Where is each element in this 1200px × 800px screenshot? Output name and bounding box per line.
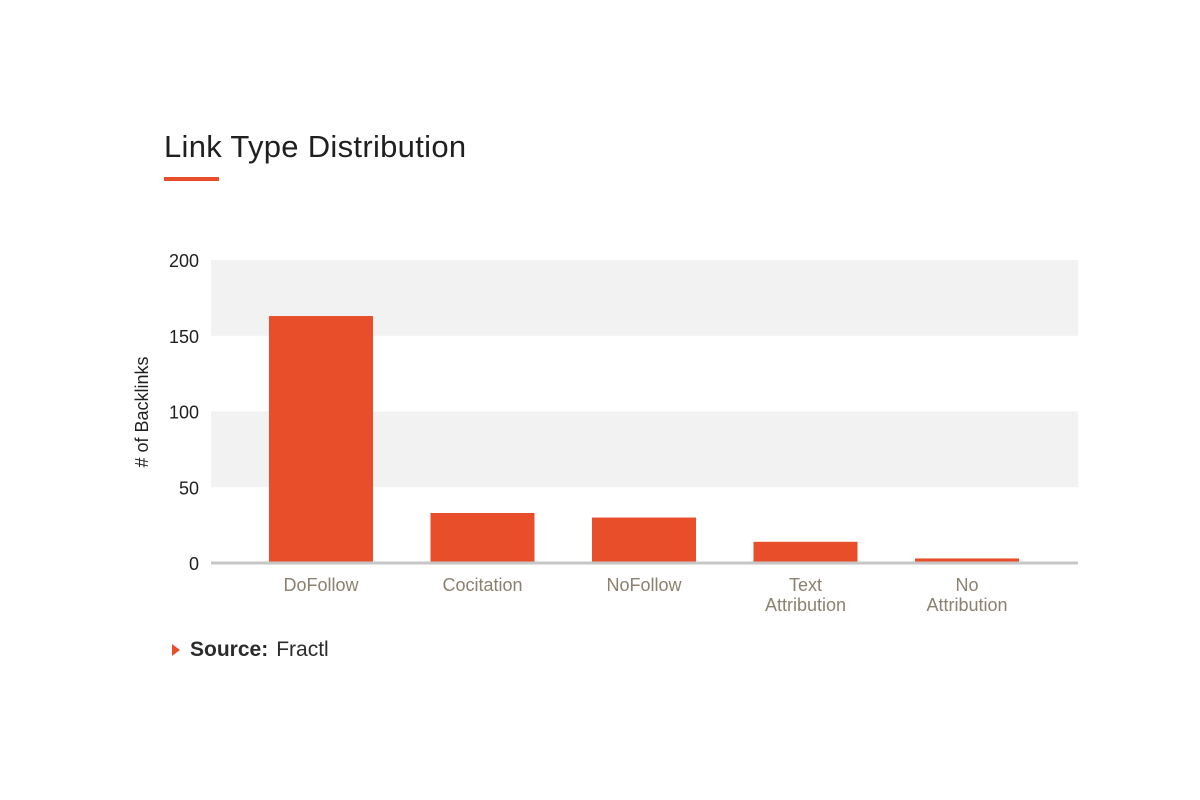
x-tick-label: NoFollow (606, 575, 682, 595)
bar (753, 541, 858, 563)
source-value: Fractl (276, 638, 329, 661)
y-tick-label: 50 (179, 478, 199, 498)
source-label: Source: (190, 638, 269, 661)
x-tick-label: Cocitation (442, 575, 522, 595)
bar (915, 558, 1019, 563)
y-tick-label: 0 (189, 554, 199, 574)
y-tick-label: 150 (169, 327, 199, 347)
bar (430, 513, 535, 563)
bar (592, 517, 696, 563)
y-axis-ticks: 0 50 100 150 200 (169, 251, 199, 574)
x-axis-labels: DoFollow Cocitation NoFollow Text Attributio… (283, 575, 1007, 615)
x-tick-label: Text Attribution (765, 575, 846, 615)
chart-title: Link Type Distribution (164, 129, 467, 164)
x-tick-label: No Attribution (926, 575, 1007, 615)
y-tick-label: 100 (169, 403, 199, 423)
y-tick-label: 200 (169, 251, 199, 271)
x-tick-label: DoFollow (283, 575, 359, 595)
bars (269, 316, 1019, 563)
title-underline (164, 177, 219, 181)
y-axis-label: # of Backlinks (132, 356, 152, 467)
triangle-right-icon (172, 644, 180, 656)
source-line: Source: Fractl (172, 638, 329, 662)
bar (269, 316, 373, 563)
